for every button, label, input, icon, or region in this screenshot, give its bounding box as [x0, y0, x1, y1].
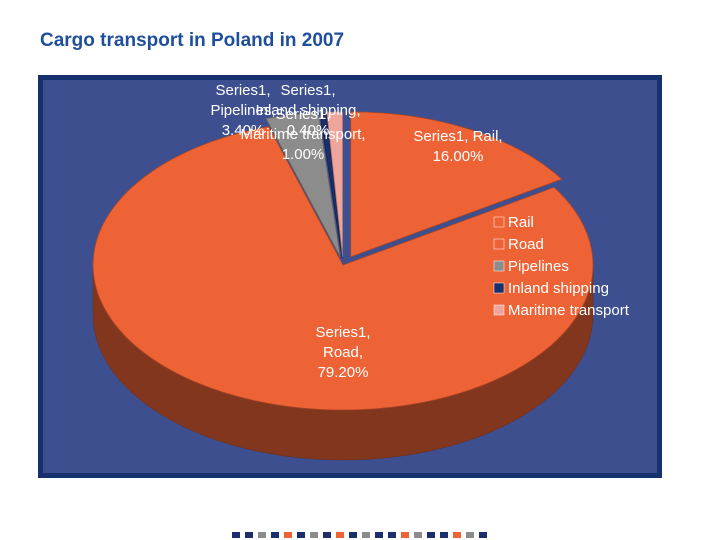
data-label-inland-shipping: Series1, Inland shipping, 0.40% [255, 82, 360, 139]
footer-dash [388, 532, 396, 538]
footer-dash [271, 532, 279, 538]
data-label-pipelines: Series1, Pipelines, 3.40% [210, 82, 275, 139]
pie-slice-inland-shipping [319, 112, 343, 259]
pie-chart: Series1, Rail, 16.00% Series1, Road, 79.20% S… [33, 70, 667, 483]
legend-label-inland-shipping: Inland shipping [508, 280, 609, 297]
footer-dash [401, 532, 409, 538]
footer-dash [414, 532, 422, 538]
chart-area: Series1, Rail, 16.00% Series1, Road, 79.20% S… [33, 70, 667, 483]
footer-dash [232, 532, 240, 538]
legend-swatch-maritime-transport [493, 304, 505, 316]
slide-title: Cargo transport in Poland in 2007 [40, 30, 345, 51]
footer-dash [375, 532, 383, 538]
data-label-road: Series1, Road, 79.20% [315, 324, 370, 381]
footer-dash [349, 532, 357, 538]
footer-dash [362, 532, 370, 538]
legend-label-maritime-transport: Maritime transport [508, 302, 630, 319]
footer-dash [453, 532, 461, 538]
legend-swatch-inland-shipping [493, 282, 505, 294]
legend-label-pipelines: Pipelines [508, 258, 569, 275]
pie-slice-maritime-transport [326, 111, 343, 257]
footer-dash [440, 532, 448, 538]
footer-dash [310, 532, 318, 538]
footer-dash [479, 532, 487, 538]
pie-slice-pipelines [265, 112, 341, 258]
data-label-maritime-transport: Series1, Maritime transport, 1.00% [240, 106, 365, 163]
footer-dash [284, 532, 292, 538]
legend-swatch-rail [493, 216, 505, 228]
footer-dash [323, 532, 331, 538]
footer-dash [466, 532, 474, 538]
footer-dash [336, 532, 344, 538]
legend-swatch-pipelines [493, 260, 505, 272]
legend-swatch-road [493, 238, 505, 250]
legend-label-rail: Rail [508, 214, 534, 231]
footer-dash [245, 532, 253, 538]
legend-label-road: Road [508, 236, 544, 253]
footer-dash [297, 532, 305, 538]
pie-slice-rail [350, 111, 563, 258]
footer-decoration [232, 532, 487, 538]
data-label-rail: Series1, Rail, 16.00% [413, 128, 502, 165]
footer-dash [258, 532, 266, 538]
legend: Rail Road Pipelines Inland shipping Maritime… [493, 214, 630, 319]
footer-dash [427, 532, 435, 538]
pie-slice-road [92, 126, 594, 411]
